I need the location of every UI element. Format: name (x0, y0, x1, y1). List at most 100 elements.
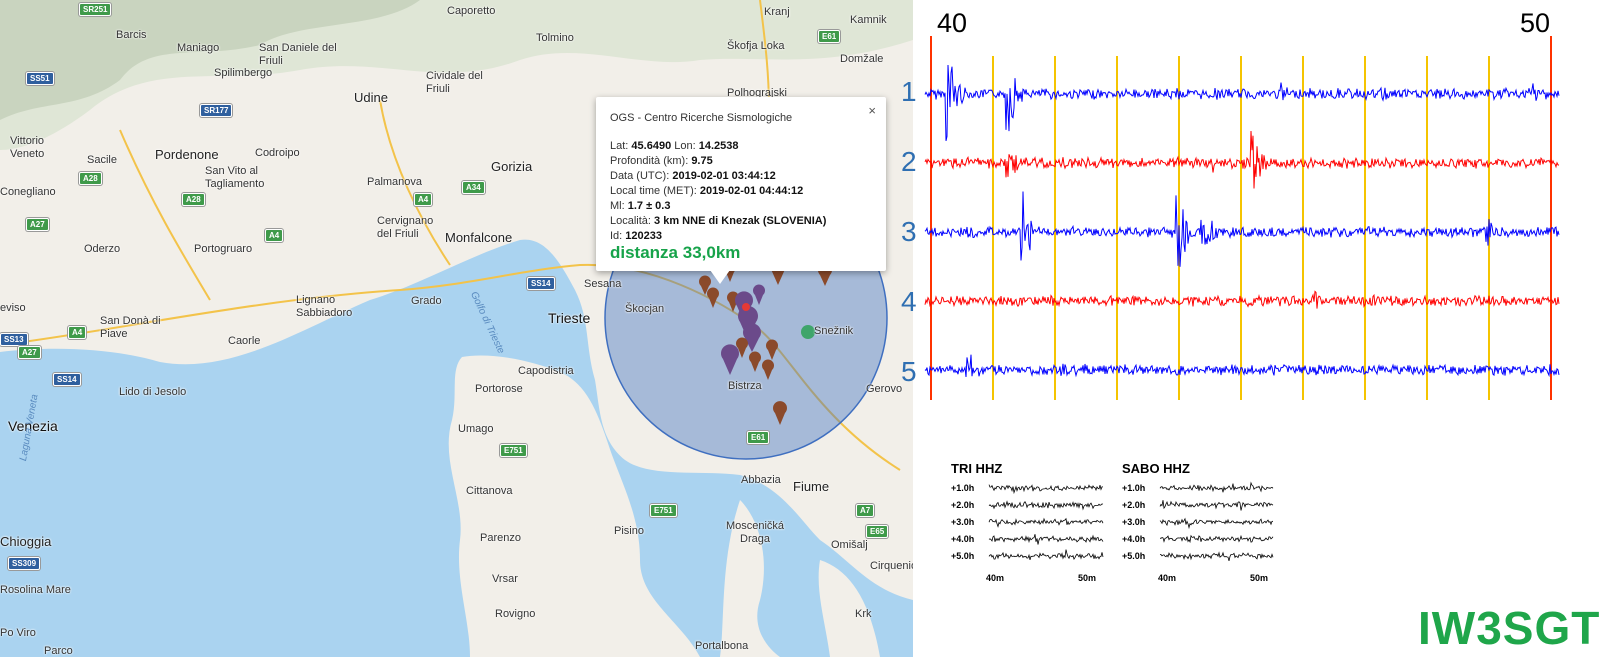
park-icon (801, 325, 815, 339)
road-shield: A4 (68, 326, 87, 339)
mini-row-label: +5.0h (1122, 551, 1146, 561)
road-shield: A28 (79, 172, 102, 185)
motorway-a23 (379, 99, 451, 266)
road-shield: E61 (747, 431, 770, 444)
station-title-sabo: SABO HHZ (1122, 461, 1190, 476)
trace-row-label: 1 (901, 76, 917, 107)
seismic-trace (924, 64, 1560, 142)
road-shield: A34 (462, 181, 485, 194)
road-shield: SR251 (79, 3, 112, 16)
mini-row-label: +3.0h (1122, 517, 1146, 527)
popup-magnitude-row: Ml: 1.7 ± 0.3 (610, 200, 671, 212)
place-label: San Daniele del Friuli (259, 42, 337, 67)
place-label: Umago (458, 423, 494, 435)
road-shield: SS13 (0, 333, 28, 346)
close-icon[interactable]: × (868, 103, 876, 118)
mini-row-label: +2.0h (1122, 500, 1146, 510)
mini-trace (988, 500, 1104, 511)
place-label: eviso (0, 302, 26, 314)
motorway-a4 (0, 263, 901, 471)
mini-trace (988, 517, 1104, 528)
seismic-trace (924, 290, 1560, 309)
road-shield: A28 (182, 193, 205, 206)
mini-trace (988, 534, 1104, 545)
place-label: Rovigno (495, 608, 536, 620)
minute-label-start: 40 (937, 8, 968, 38)
mini-trace (988, 484, 1103, 495)
place-label: Mosceničká Draga (725, 520, 785, 545)
mini-trace (1159, 481, 1274, 493)
event-info-popup: × OGS - Centro Ricerche Sismologiche Lat… (596, 97, 886, 284)
place-label: Škofja Loka (727, 40, 785, 52)
road-shield: SR177 (200, 104, 233, 117)
map-panel[interactable]: Caporetto Kranj Kamnik Barcis Maniago Sa… (0, 0, 913, 657)
mini-x-label: 40m (986, 573, 1005, 583)
place-label: Pordenone (155, 147, 219, 162)
popup-depth-row: Profondità (km): 9.75 (610, 155, 713, 167)
popup-details: Lat: 45.6490 Lon: 14.2538 Profondità (km… (610, 139, 826, 244)
road-shield: E751 (650, 504, 677, 517)
place-label: Cervignano del Friuli (377, 215, 434, 240)
mini-trace (988, 549, 1104, 561)
road-shield: A7 (856, 504, 875, 517)
place-label: Bistrza (728, 380, 762, 392)
place-label: Parco (44, 645, 73, 657)
mountain-shading-dark (0, 0, 420, 120)
place-label: San Vito al Tagliamento (205, 165, 265, 190)
place-label: Fiume (793, 479, 830, 494)
place-label: Pisino (614, 525, 644, 537)
place-label: Spilimbergo (214, 67, 273, 79)
mini-trace (1159, 500, 1274, 511)
mini-trace (1159, 517, 1274, 530)
istria-peninsula (448, 355, 700, 657)
place-label: Lignano Sabbiadoro (296, 294, 353, 319)
road-shield: A4 (265, 229, 284, 242)
place-label: Omišalj (831, 539, 868, 551)
mini-row-label: +1.0h (1122, 483, 1146, 493)
mini-x-label: 40m (1158, 573, 1177, 583)
popup-distance: distanza 33,0km (610, 243, 741, 262)
mini-row-label: +1.0h (951, 483, 975, 493)
place-label: Kamnik (850, 14, 887, 26)
place-label: Palmanova (367, 176, 423, 188)
station-callsign: IW3SGT (1418, 602, 1601, 654)
seismic-trace (924, 354, 1560, 378)
mini-x-label: 50m (1078, 573, 1097, 583)
place-label: Caporetto (447, 5, 496, 17)
road-shield: SS14 (527, 277, 555, 290)
road-shield: E65 (866, 525, 889, 538)
place-label: Cirquenio (870, 560, 913, 572)
place-label: Venezia (8, 418, 58, 434)
place-label: Portalbona (695, 640, 749, 652)
popup-local-row: Local time (MET): 2019-02-01 04:44:12 (610, 185, 804, 197)
place-label: Monfalcone (445, 230, 513, 245)
popup-id-row: Id: 120233 (610, 230, 663, 242)
place-label: Krk (855, 608, 872, 620)
place-label: Sacile (87, 154, 117, 166)
popup-title: OGS - Centro Ricerche Sismologiche (610, 112, 793, 124)
place-label: Polhograjski (727, 87, 787, 99)
mini-row-label: +3.0h (951, 517, 975, 527)
seismic-trace (924, 191, 1560, 267)
place-label: Capodistria (518, 365, 574, 377)
place-label: Portogruaro (194, 243, 253, 255)
place-label: Po Viro (0, 627, 36, 639)
place-label: Conegliano (0, 186, 56, 198)
road-shield: SS51 (26, 72, 54, 85)
road-shield: E61 (818, 30, 841, 43)
epicenter-marker (742, 303, 750, 311)
place-label: Udine (354, 90, 388, 105)
place-label: Trieste (548, 310, 591, 326)
mini-x-label: 50m (1250, 573, 1269, 583)
seismic-trace (924, 130, 1560, 189)
place-label: Gerovo (866, 383, 903, 395)
place-label: Portorose (475, 383, 523, 395)
road-shield: A27 (18, 346, 41, 359)
popup-coords-row: Lat: 45.6490 Lon: 14.2538 (610, 140, 739, 152)
place-label: San Donà di Piave (100, 315, 161, 340)
road-shield: E751 (500, 444, 527, 457)
place-label: Rosolina Mare (0, 584, 71, 596)
place-label: Grado (411, 295, 442, 307)
place-label: Snežnik (814, 325, 854, 337)
place-label: Kranj (764, 6, 790, 18)
